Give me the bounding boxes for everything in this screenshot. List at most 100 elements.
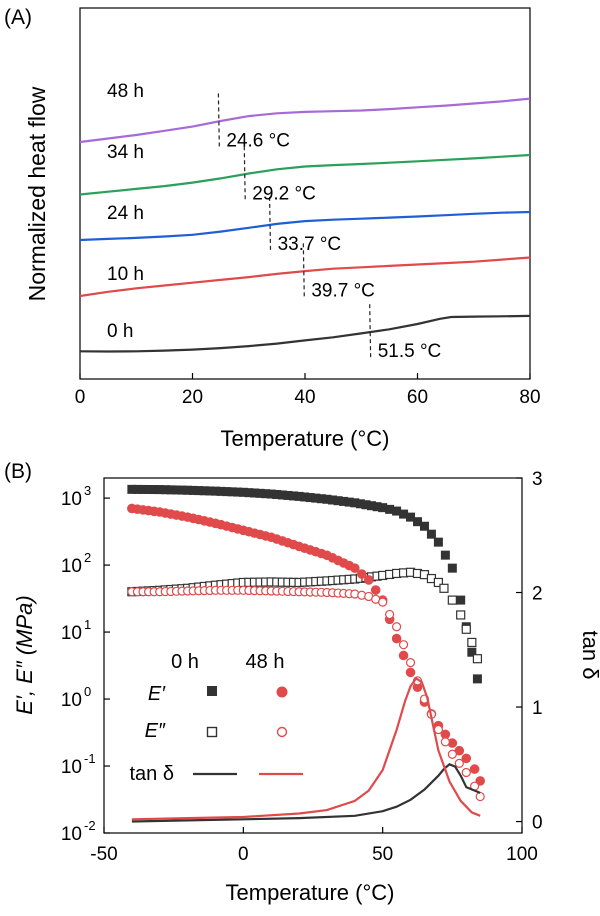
panel-a-tg-label: 51.5 °C — [378, 341, 442, 362]
panel-b-point — [177, 485, 187, 495]
panel-a-series-label: 48 h — [107, 81, 144, 102]
panel-b-point — [385, 609, 395, 620]
panel-b-point — [222, 487, 232, 497]
panel-a-y-axis-title: Normalized heat flow — [24, 86, 50, 301]
panel-b-point — [454, 758, 464, 768]
panel-a-x-axis-title: Temperature (°C) — [221, 426, 390, 451]
panel-b-y-left-tick-label: 10 — [61, 824, 82, 845]
panel-b-point — [475, 791, 485, 802]
panel-b-point — [171, 485, 181, 495]
panel-a-tg-marker — [302, 243, 305, 300]
panel-b-point — [216, 486, 226, 496]
panel-b-point — [132, 484, 142, 494]
panel-b-point — [399, 509, 409, 519]
panel-b-point — [339, 496, 349, 506]
panel-a-tg-marker — [369, 304, 372, 361]
panel-a-x-tick-label: 40 — [294, 387, 315, 408]
panel-b-tan-delta-curve — [131, 763, 481, 823]
panel-b-point — [160, 485, 170, 495]
panel-b-x-tick-label: 0 — [238, 844, 249, 865]
panel-b-point — [305, 493, 315, 503]
panel-a-curve — [79, 97, 531, 144]
legend-marker-48h-e-double-prime — [276, 726, 288, 738]
panel-b-point — [456, 610, 466, 620]
panel-b-point — [205, 486, 215, 496]
panel-b-legend: 0 h 48 h E′ E″ tan δ — [130, 651, 303, 785]
panel-b-point — [210, 486, 220, 496]
panel-b-x-axis-title: Temperature (°C) — [226, 880, 395, 905]
panel-b-point — [419, 521, 429, 531]
panel-b-y-left-title: E′, E″ (MPa) — [12, 595, 37, 715]
panel-b-point — [467, 637, 477, 648]
panel-b-point — [440, 737, 450, 747]
panel-b-point — [233, 487, 243, 497]
panel-b-point — [454, 745, 465, 756]
panel-b-point — [266, 489, 276, 499]
panel-b-point — [392, 506, 402, 516]
panel-b-y-right-tick-label: 3 — [532, 469, 543, 490]
panel-b-y-left-tick-label: 10 — [61, 690, 82, 711]
panel-b-y-left-tick-exponent: -1 — [84, 751, 96, 766]
panel-b-y-left-tick-label: 10 — [61, 556, 82, 577]
panel-b-y-left-tick-label: 10 — [61, 489, 82, 510]
legend-col-0h: 0 h — [171, 651, 199, 673]
panel-b-point — [188, 485, 198, 495]
panel-b-y-left-tick-exponent: 2 — [84, 550, 91, 565]
panel-a: (A) 0 20 40 60 80 0 h 51.5 °C 10 h 39.7 °C 24 h 3… — [4, 6, 541, 451]
panel-b-tan-delta-curve — [131, 676, 481, 821]
panel-b-y-left-tick-exponent: 0 — [84, 684, 91, 699]
panel-b-point — [138, 484, 148, 494]
panel-b-point — [367, 501, 377, 511]
panel-a-series-label: 34 h — [107, 142, 144, 163]
panel-b-point — [127, 484, 137, 494]
panel-b-y-left-tick-exponent: -2 — [84, 818, 96, 833]
panel-b-point — [426, 529, 436, 539]
panel-b-point — [447, 595, 457, 605]
panel-a-series-label: 10 h — [107, 264, 144, 285]
panel-a-x-tick-label: 60 — [407, 387, 428, 408]
panel-a-series-label: 24 h — [107, 203, 144, 224]
panel-b-point — [405, 667, 416, 678]
panel-b-point — [149, 485, 159, 495]
panel-b-point — [355, 499, 365, 509]
panel-b-point — [440, 729, 451, 740]
panel-b-y-right-tick-label: 2 — [532, 584, 543, 605]
panel-b-x-tick-label: 50 — [372, 844, 393, 865]
panel-b-point — [199, 486, 209, 496]
panel-a-x-tick-label: 0 — [75, 387, 86, 408]
panel-b-point — [155, 485, 165, 495]
panel-b-point — [316, 494, 326, 504]
panel-b-point — [413, 517, 422, 527]
panel-b-point — [461, 624, 471, 634]
panel-b-point — [356, 569, 367, 579]
legend-row-e-double-prime: E″ — [145, 720, 166, 742]
legend-marker-0h-e-double-prime — [206, 726, 218, 738]
panel-b-point — [361, 500, 371, 510]
panel-b-y-left-tick-exponent: 1 — [84, 617, 91, 632]
legend-marker-0h-e-prime — [207, 686, 217, 696]
panel-b-y-left-tick-exponent: 3 — [84, 483, 91, 498]
panel-b-point — [440, 550, 450, 560]
panel-b-point — [328, 495, 338, 505]
panel-a-plot-area: 0 h 51.5 °C 10 h 39.7 °C 24 h 33.7 °C 34 h 29.2… — [79, 81, 531, 362]
panel-a-tg-label: 24.6 °C — [226, 130, 290, 151]
panel-a-x-axis: 0 20 40 60 80 — [75, 373, 541, 408]
panel-b-point — [249, 488, 259, 498]
panel-b-point — [370, 585, 381, 595]
panel-b-point — [391, 633, 402, 644]
panel-b-point — [350, 563, 360, 573]
legend-marker-48h-e-prime — [276, 686, 288, 698]
panel-b-point — [472, 654, 483, 664]
panel-b-point — [244, 488, 254, 498]
panel-b-point — [469, 764, 480, 774]
panel-b-point — [288, 491, 298, 501]
panel-b-y-right-tick-label: 0 — [532, 813, 543, 834]
panel-a-tg-marker — [243, 146, 246, 203]
panel-b-point — [311, 493, 321, 503]
panel-a-series-label: 0 h — [107, 321, 133, 342]
panel-b-point — [433, 537, 443, 547]
panel-b-point — [294, 491, 304, 501]
panel-a-label: (A) — [4, 6, 32, 29]
panel-b-point — [456, 595, 466, 605]
